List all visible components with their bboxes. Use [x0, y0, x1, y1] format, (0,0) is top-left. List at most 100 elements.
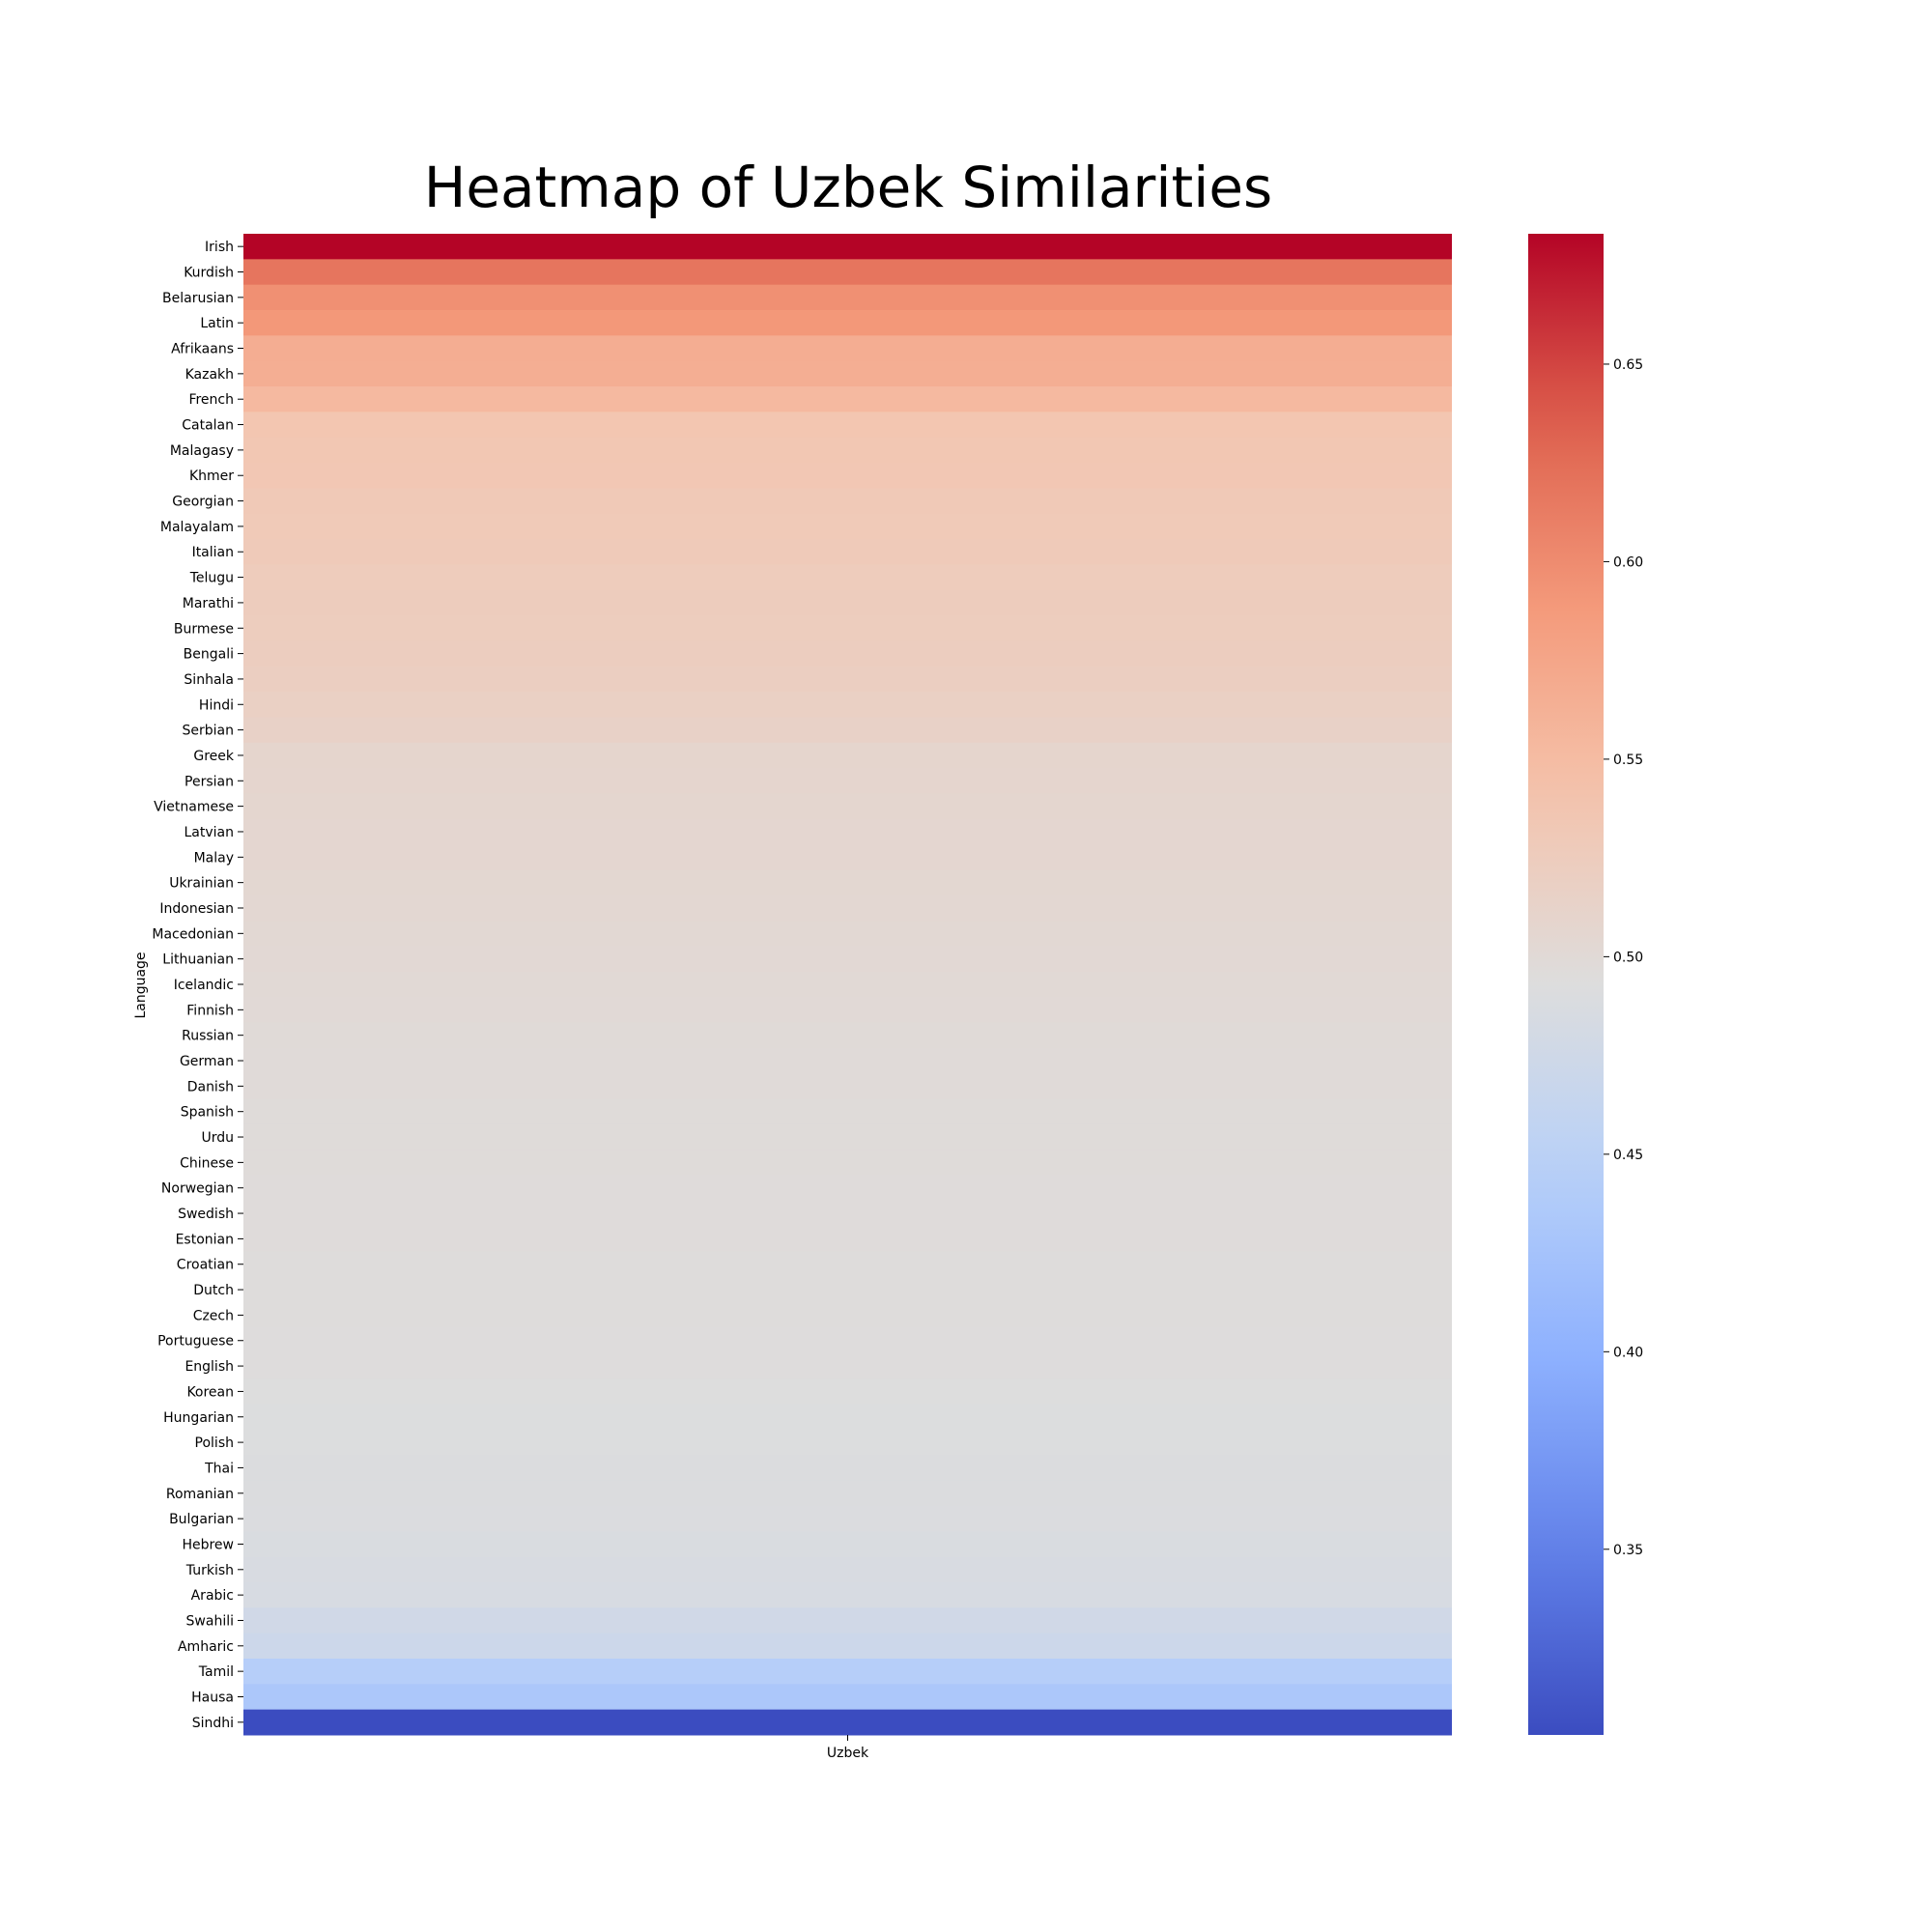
- row-tick-label: Norwegian: [161, 1181, 234, 1197]
- heatmap-cell: [243, 869, 1452, 896]
- row-tick-labels: Irish Kurdish Belarusian Latin Afrikaans Kaza…: [152, 240, 243, 1731]
- heatmap-cell: [243, 692, 1452, 718]
- y-axis-label: Language: [133, 952, 149, 1018]
- row-tick-label: Telugu: [189, 571, 234, 586]
- heatmap-cell: [243, 488, 1452, 515]
- row-tick-label: Chinese: [180, 1155, 234, 1171]
- heatmap-cell: [243, 1022, 1452, 1049]
- heatmap-cell: [243, 234, 1452, 260]
- heatmap-cell: [243, 564, 1452, 591]
- colorbar-tick-label: 0.50: [1613, 950, 1643, 965]
- heatmap-cell: [243, 284, 1452, 311]
- row-tick-label: Latin: [200, 316, 234, 331]
- column-tick-label: Uzbek: [827, 1746, 869, 1761]
- row-tick-label: Georgian: [172, 495, 234, 510]
- row-tick-label: Vietnamese: [154, 800, 234, 815]
- heatmap-cell: [243, 717, 1452, 744]
- heatmap-cell: [243, 844, 1452, 870]
- row-tick-label: Korean: [186, 1384, 234, 1400]
- row-tick-label: Sinhala: [184, 672, 234, 688]
- heatmap-cell: [243, 1455, 1452, 1482]
- row-tick-label: Khmer: [189, 469, 234, 484]
- heatmap-cell: [243, 946, 1452, 973]
- heatmap-cell: [243, 1302, 1452, 1329]
- heatmap-cell: [243, 1327, 1452, 1354]
- row-tick-label: Lithuanian: [162, 952, 234, 968]
- heatmap-cell: [243, 513, 1452, 540]
- row-tick-label: Estonian: [176, 1232, 234, 1247]
- row-tick-label: Malay: [194, 850, 234, 866]
- heatmap-cell: [243, 615, 1452, 641]
- row-tick-label: Amharic: [178, 1639, 234, 1655]
- row-tick-label: Italian: [192, 545, 234, 560]
- row-tick-label: Tamil: [198, 1664, 234, 1680]
- heatmap-cell: [243, 589, 1452, 616]
- row-tick-label: German: [180, 1054, 234, 1069]
- row-tick-label: Macedonian: [152, 926, 234, 942]
- row-tick-label: Serbian: [183, 724, 234, 739]
- colorbar-tick-label: 0.65: [1613, 357, 1643, 373]
- row-tick-label: Romanian: [166, 1487, 234, 1502]
- row-tick-label: Bengali: [184, 647, 234, 663]
- row-tick-label: Malagasy: [170, 443, 234, 459]
- row-tick-label: Ukrainian: [169, 876, 234, 892]
- colorbar-tick-label: 0.45: [1613, 1148, 1643, 1163]
- row-tick-label: Finnish: [186, 1003, 234, 1018]
- heatmap-cell: [243, 1378, 1452, 1406]
- row-tick-label: Sindhi: [192, 1716, 234, 1731]
- heatmap-cell: [243, 742, 1452, 769]
- row-tick-label: Thai: [204, 1461, 234, 1476]
- row-tick-label: Hindi: [199, 697, 234, 713]
- row-tick-label: Urdu: [201, 1130, 234, 1146]
- heatmap-cell: [243, 1098, 1452, 1125]
- heatmap-cell: [243, 997, 1452, 1024]
- heatmap-cell: [243, 1047, 1452, 1074]
- row-tick-label: Polish: [195, 1435, 234, 1451]
- heatmap-cell: [243, 1531, 1452, 1558]
- heatmap-cell: [243, 1175, 1452, 1202]
- heatmap-cell: [243, 818, 1452, 845]
- row-tick-label: Dutch: [193, 1283, 234, 1298]
- heatmap-cell: [243, 1352, 1452, 1379]
- chart-title: Heatmap of Uzbek Similarities: [424, 155, 1273, 220]
- heatmap-cell: [243, 1251, 1452, 1278]
- row-tick-label: Spanish: [181, 1105, 234, 1121]
- colorbar-tick-label: 0.55: [1613, 753, 1643, 768]
- heatmap-cell: [243, 1556, 1452, 1583]
- row-tick-label: Indonesian: [159, 901, 234, 917]
- row-tick-label: Arabic: [191, 1588, 234, 1604]
- heatmap-cell: [243, 539, 1452, 565]
- heatmap-cell: [243, 895, 1452, 922]
- heatmap-cell: [243, 1633, 1452, 1660]
- colorbar-tick-label: 0.35: [1613, 1543, 1643, 1558]
- colorbar-ticks: 0.35 0.40 0.45 0.50 0.55 0.60 0.65: [1604, 357, 1643, 1558]
- heatmap-cell: [243, 1123, 1452, 1151]
- heatmap-cell: [243, 1480, 1452, 1507]
- heatmap-cell: [243, 1658, 1452, 1685]
- heatmap-cells: [243, 234, 1452, 1736]
- heatmap-cell: [243, 1073, 1452, 1100]
- row-tick-label: Hebrew: [182, 1537, 234, 1552]
- row-tick-label: Bulgarian: [169, 1512, 234, 1527]
- row-tick-label: Swedish: [178, 1207, 234, 1222]
- heatmap-cell: [243, 1150, 1452, 1177]
- row-tick-label: Greek: [193, 749, 235, 764]
- row-tick-label: Kurdish: [184, 266, 234, 281]
- heatmap-cell: [243, 1607, 1452, 1634]
- row-tick-label: Latvian: [185, 825, 235, 840]
- heatmap-cell: [243, 463, 1452, 489]
- heatmap-cell: [243, 386, 1452, 412]
- heatmap-cell: [243, 335, 1452, 362]
- row-tick-label: Kazakh: [185, 367, 234, 383]
- row-tick-label: Marathi: [183, 596, 234, 611]
- row-tick-label: Croatian: [177, 1258, 234, 1273]
- row-tick-label: Burmese: [174, 621, 234, 637]
- colorbar-tick-label: 0.60: [1613, 554, 1643, 570]
- heatmap-cell: [243, 437, 1452, 464]
- row-tick-label: Irish: [205, 240, 234, 255]
- heatmap-cell: [243, 1429, 1452, 1456]
- row-tick-label: Portuguese: [157, 1334, 234, 1350]
- colorbar: [1528, 234, 1604, 1735]
- heatmap-cell: [243, 1684, 1452, 1711]
